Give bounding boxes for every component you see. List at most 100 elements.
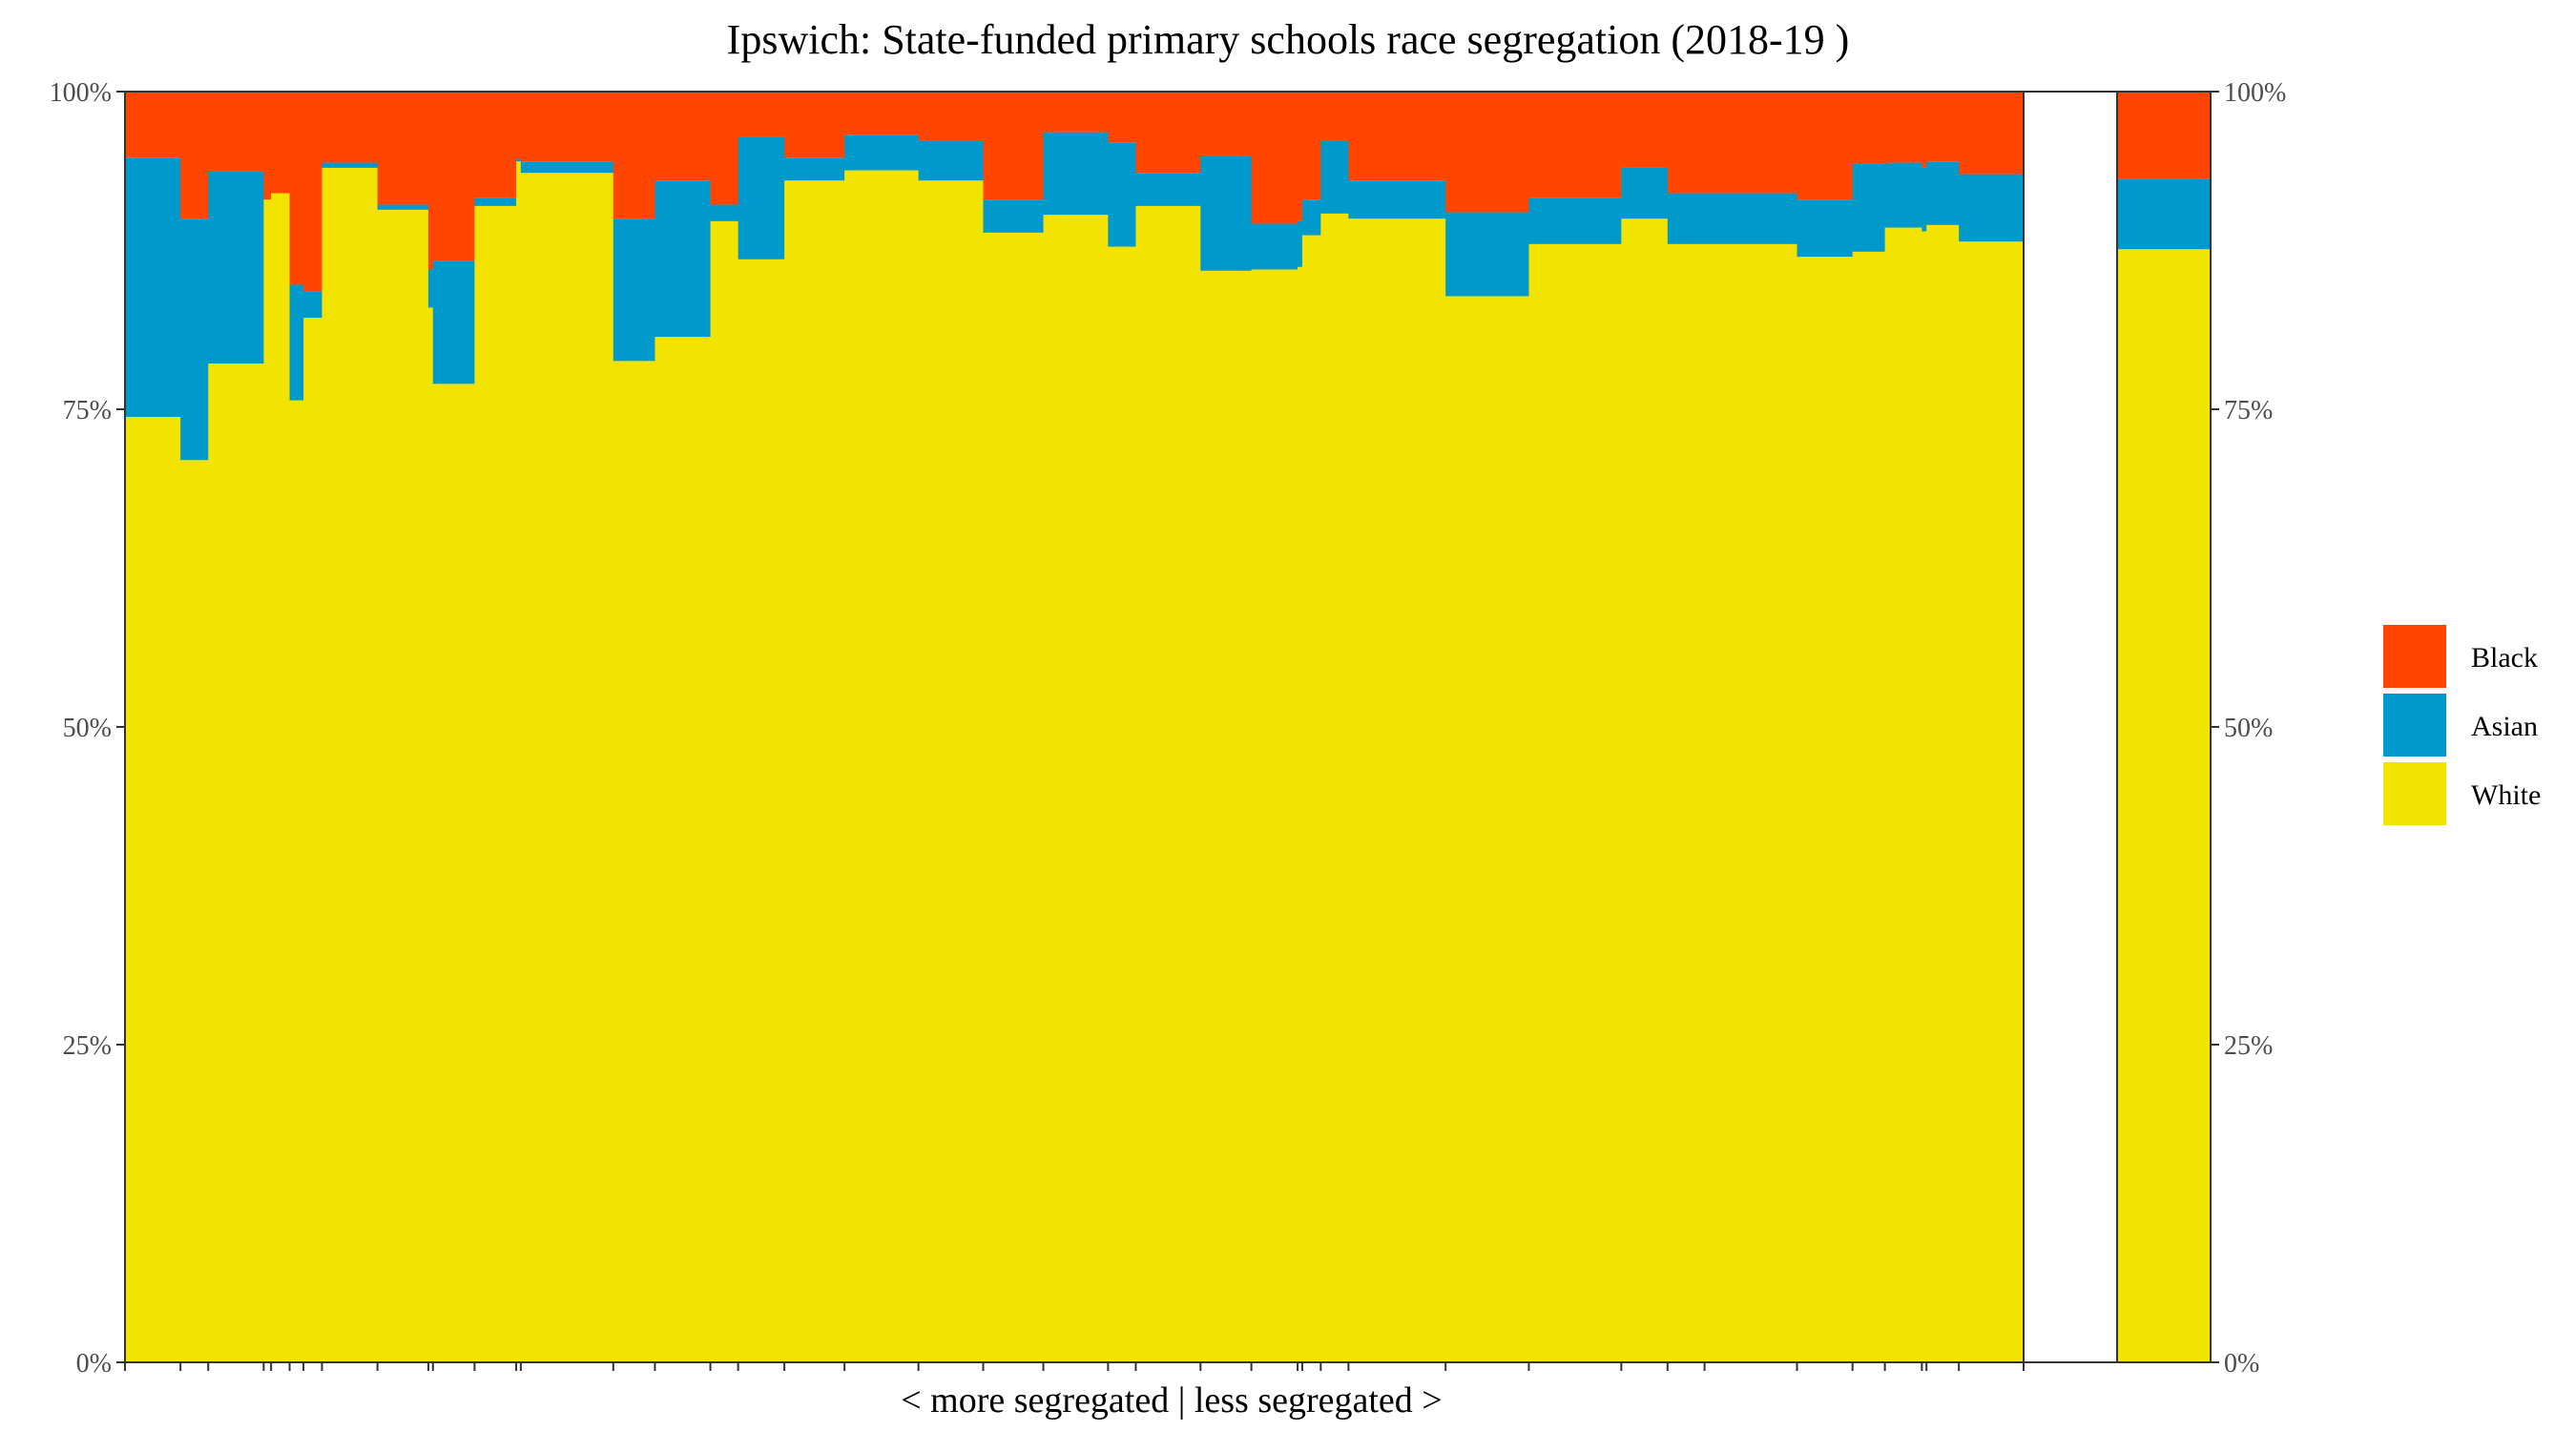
school-29-white-segment — [1301, 235, 1321, 1362]
legend-swatch-black — [2383, 625, 2446, 688]
school-38-white-segment — [1852, 251, 1886, 1363]
school-7-asian-segment — [303, 291, 323, 319]
school-33-black-segment — [1528, 92, 1622, 198]
school-24-black-segment — [1108, 92, 1137, 143]
y-tick-label-right: 0% — [2224, 1349, 2259, 1379]
y-tick-label-left: 25% — [63, 1031, 112, 1061]
y-tick-label-left: 50% — [63, 714, 112, 743]
school-25-white-segment — [1135, 205, 1201, 1362]
school-39-asian-segment — [1884, 162, 1922, 228]
y-tick-label-left: 100% — [50, 78, 112, 108]
school-17-white-segment — [710, 220, 739, 1363]
school-27-black-segment — [1251, 92, 1298, 224]
school-39-white-segment — [1884, 227, 1922, 1362]
chart-title: Ipswich: State-funded primary schools ra… — [727, 16, 1850, 63]
legend-label-white: White — [2471, 779, 2541, 811]
legend-swatch-white — [2383, 762, 2446, 825]
school-38-black-segment — [1852, 92, 1886, 164]
school-31-asian-segment — [1348, 180, 1446, 219]
school-8-white-segment — [322, 167, 379, 1362]
school-39-black-segment — [1884, 92, 1922, 163]
school-6-black-segment — [289, 92, 304, 285]
school-26-white-segment — [1200, 270, 1253, 1362]
school-9-white-segment — [377, 209, 429, 1362]
overall-asian-segment — [2117, 178, 2212, 250]
school-35-white-segment — [1667, 243, 1706, 1363]
y-tick-label-right: 50% — [2224, 714, 2273, 743]
school-19-white-segment — [784, 180, 845, 1363]
school-30-white-segment — [1320, 213, 1349, 1362]
school-15-white-segment — [613, 361, 656, 1362]
school-14-white-segment — [520, 173, 614, 1362]
school-32-asian-segment — [1445, 212, 1530, 297]
school-21-asian-segment — [918, 140, 985, 181]
school-19-black-segment — [784, 92, 845, 158]
school-18-black-segment — [737, 92, 785, 137]
school-9-asian-segment — [377, 204, 429, 210]
school-bars — [125, 92, 2025, 1363]
overall-bars — [2117, 92, 2212, 1362]
school-5-white-segment — [271, 193, 291, 1362]
school-6-asian-segment — [289, 284, 304, 401]
school-11-black-segment — [432, 92, 475, 261]
school-6-white-segment — [289, 400, 304, 1362]
school-3-asian-segment — [208, 171, 264, 364]
x-axis-title: < more segregated | less segregated > — [901, 1380, 1442, 1421]
legend-label-asian: Asian — [2471, 711, 2538, 742]
school-36-asian-segment — [1704, 193, 1798, 244]
school-15-black-segment — [613, 92, 656, 219]
school-1-black-segment — [125, 92, 181, 158]
school-13-black-segment — [516, 92, 522, 159]
school-40-white-segment — [1922, 231, 1927, 1362]
school-27-white-segment — [1251, 269, 1298, 1363]
school-8-asian-segment — [322, 162, 379, 168]
school-16-black-segment — [654, 92, 712, 181]
school-4-white-segment — [263, 199, 272, 1363]
school-33-white-segment — [1528, 243, 1622, 1363]
school-28-black-segment — [1298, 92, 1303, 221]
school-5-black-segment — [271, 92, 291, 194]
school-32-black-segment — [1445, 92, 1530, 213]
school-35-asian-segment — [1667, 193, 1706, 244]
axes: 0% 0% 25% 25% 50% 50% 75% 75% 100% 100% — [50, 78, 2287, 1379]
school-24-asian-segment — [1108, 142, 1137, 247]
school-21-white-segment — [918, 180, 985, 1363]
school-42-asian-segment — [1959, 174, 2025, 242]
school-13-white-segment — [516, 161, 522, 1362]
school-3-black-segment — [208, 92, 264, 172]
legend: Black Asian White — [2383, 625, 2541, 825]
y-tick-label-left: 0% — [76, 1349, 112, 1379]
school-37-asian-segment — [1797, 199, 1854, 258]
school-1-asian-segment — [125, 157, 181, 417]
school-41-white-segment — [1926, 224, 1960, 1363]
y-tick-label-right: 75% — [2224, 396, 2273, 425]
school-2-asian-segment — [180, 218, 209, 461]
overall-black-segment — [2117, 92, 2212, 179]
school-26-asian-segment — [1200, 156, 1253, 271]
legend-label-black: Black — [2471, 642, 2538, 674]
school-28-asian-segment — [1298, 220, 1303, 267]
school-36-black-segment — [1704, 92, 1798, 194]
school-11-white-segment — [432, 384, 475, 1362]
school-27-asian-segment — [1251, 223, 1298, 270]
school-12-white-segment — [474, 205, 517, 1362]
school-23-white-segment — [1043, 215, 1109, 1363]
school-2-black-segment — [180, 92, 209, 219]
school-20-black-segment — [844, 92, 920, 135]
school-38-asian-segment — [1852, 163, 1886, 252]
school-42-white-segment — [1959, 241, 2025, 1363]
school-17-black-segment — [710, 92, 739, 205]
school-41-asian-segment — [1926, 161, 1960, 225]
school-16-white-segment — [654, 337, 712, 1363]
school-35-black-segment — [1667, 92, 1706, 194]
school-16-asian-segment — [654, 180, 712, 338]
y-tick-label-right: 100% — [2224, 78, 2286, 108]
school-29-black-segment — [1301, 92, 1321, 200]
school-34-white-segment — [1621, 218, 1669, 1363]
school-24-white-segment — [1108, 246, 1137, 1362]
school-20-white-segment — [844, 170, 920, 1363]
school-25-asian-segment — [1135, 173, 1201, 206]
y-tick-label-right: 25% — [2224, 1031, 2273, 1061]
school-26-black-segment — [1200, 92, 1253, 156]
